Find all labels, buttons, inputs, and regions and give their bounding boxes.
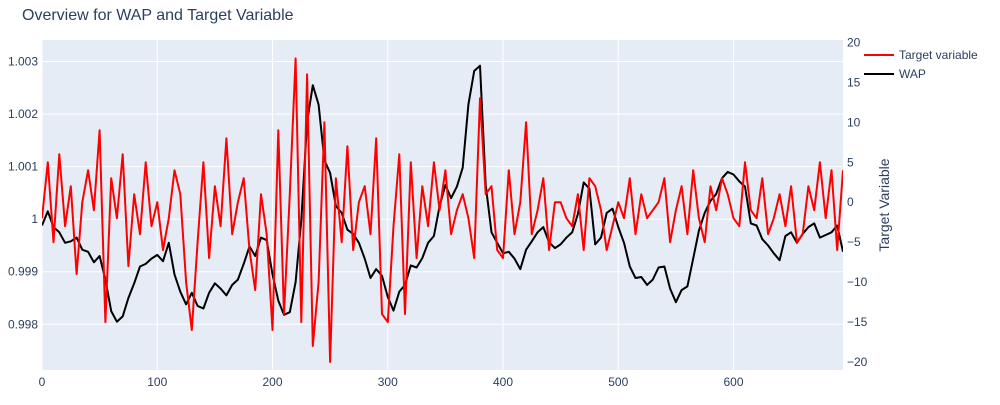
series-line-target-variable xyxy=(42,57,843,363)
y2-tick-label: −10 xyxy=(847,275,868,289)
legend-entry-label: Target variable xyxy=(899,48,978,62)
plot-background xyxy=(42,40,843,370)
legend-entry-label: WAP xyxy=(899,67,926,81)
y-tick-label: 1 xyxy=(31,212,38,226)
y2-tick-label: −20 xyxy=(847,355,868,369)
y-tick-label: 1.003 xyxy=(8,55,38,69)
y-tick-label: 0.998 xyxy=(8,317,38,331)
chart-title: Overview for WAP and Target Variable xyxy=(22,7,294,24)
y2-tick-label: −15 xyxy=(847,315,868,329)
series-layer xyxy=(42,57,843,363)
grid-lines xyxy=(41,40,843,370)
y-axis-ticks: 0.998 0.999 1 1.001 1.002 1.003 xyxy=(8,55,38,332)
legend: Target variable WAP xyxy=(864,48,978,81)
x-tick-label: 200 xyxy=(262,375,282,389)
y2-tick-label: 15 xyxy=(847,75,861,89)
y2-tick-label: 5 xyxy=(847,155,854,169)
y2-tick-label: −5 xyxy=(847,235,861,249)
y2-tick-label: 10 xyxy=(847,115,861,129)
x-tick-label: 100 xyxy=(147,375,167,389)
y2-tick-label: 20 xyxy=(847,35,861,49)
y2-axis-label: Target Variable xyxy=(876,158,892,251)
y2-axis-ticks: −20 −15 −10 −5 0 5 10 15 20 xyxy=(847,35,868,369)
x-axis-ticks: 0 100 200 300 400 500 600 xyxy=(39,375,744,389)
x-tick-label: 0 xyxy=(39,375,46,389)
x-tick-label: 600 xyxy=(723,375,743,389)
y2-tick-label: 0 xyxy=(847,195,854,209)
x-tick-label: 400 xyxy=(493,375,513,389)
x-tick-label: 300 xyxy=(378,375,398,389)
y-tick-label: 0.999 xyxy=(8,265,38,279)
x-tick-label: 500 xyxy=(608,375,628,389)
y-tick-label: 1.001 xyxy=(8,160,38,174)
y-tick-label: 1.002 xyxy=(8,107,38,121)
